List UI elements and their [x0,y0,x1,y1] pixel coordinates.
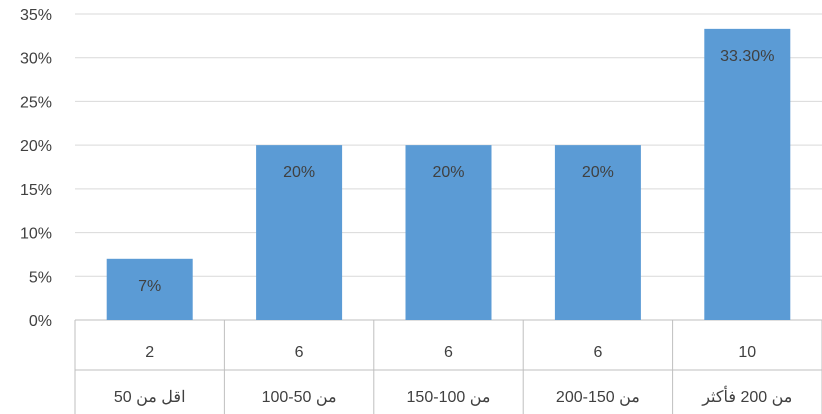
category-range: من 150-200 [556,389,640,406]
category-count: 6 [444,344,453,361]
bar [704,28,791,321]
data-label: 7% [138,278,161,295]
y-tick-label: 15% [20,182,52,199]
data-label: 20% [283,164,315,181]
y-tick-label: 0% [29,313,52,330]
bar [106,258,193,320]
bar [405,145,492,320]
data-label: 20% [432,164,464,181]
bar [256,145,343,320]
bars [106,28,791,321]
data-labels: 7% 20% 20% 20% 33.30% [138,48,774,295]
category-range: اقل من 50 [114,389,186,406]
category-count: 2 [145,344,154,361]
category-count: 6 [295,344,304,361]
y-tick-label: 5% [29,269,52,286]
data-label: 20% [582,164,614,181]
category-range: من 100-150 [407,389,491,406]
y-tick-label: 25% [20,94,52,111]
bar [554,145,641,320]
category-range: من 50-100 [262,389,337,406]
y-tick-label: 30% [20,51,52,68]
category-count: 10 [738,344,756,361]
y-tick-label: 35% [20,7,52,24]
category-count: 6 [593,344,602,361]
y-tick-label: 20% [20,138,52,155]
data-label: 33.30% [720,48,774,65]
y-tick-label: 10% [20,226,52,243]
y-axis-tick-labels: 0% 5% 10% 15% 20% 25% 30% 35% [20,7,52,330]
category-range: من 200 فأكثر [701,385,792,406]
category-table: 2 اقل من 50 6 من 50-100 6 من 100-150 6 من 150-2… [74,320,822,414]
